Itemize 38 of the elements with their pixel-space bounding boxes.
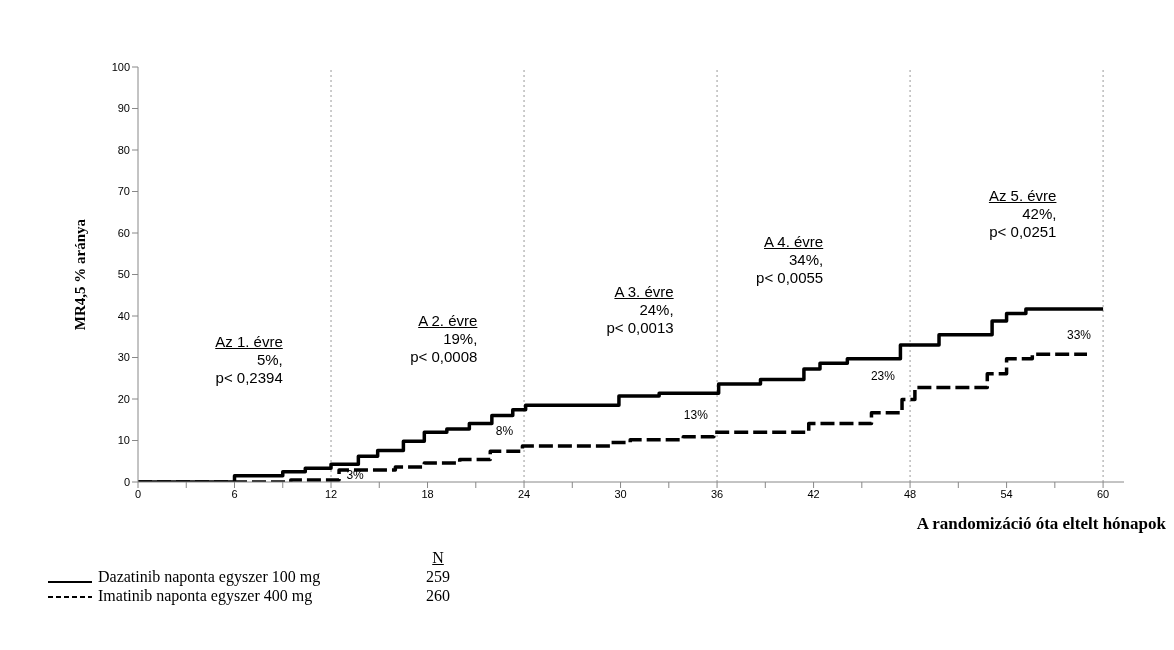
y-tick-label: 30 <box>117 351 130 364</box>
x-tick-label: 42 <box>807 487 820 500</box>
x-tick-label: 30 <box>614 487 627 500</box>
x-tick-label: 48 <box>903 487 917 500</box>
annotation: A 2. évre 19%, p< 0,0008 <box>410 311 478 365</box>
y-tick-label: 70 <box>117 185 130 198</box>
text: 259 <box>425 567 451 586</box>
y-tick-label: 0 <box>123 475 130 488</box>
annotation: 33% <box>1066 328 1092 343</box>
x-tick-label: 36 <box>710 487 724 500</box>
annotation: Az 5. évre 42%, p< 0,0251 <box>988 187 1057 241</box>
x-tick-label: 0 <box>134 487 142 500</box>
x-tick-label: 54 <box>1000 487 1013 500</box>
x-axis-title: A randomizáció óta eltelt hónapok <box>916 514 1166 534</box>
annotation: 23% <box>869 369 896 384</box>
text: N <box>431 548 445 567</box>
y-tick-label: 100 <box>111 60 130 73</box>
x-tick-label: 24 <box>517 487 531 500</box>
y-axis-title: MR4,5 % aránya <box>72 218 89 331</box>
y-tick-label: 20 <box>117 392 130 405</box>
x-tick-label: 18 <box>421 487 434 500</box>
x-tick-label: 60 <box>1096 487 1110 500</box>
x-tick-label: 6 <box>231 487 238 500</box>
annotation: A 4. évre 34%, p< 0,0055 <box>756 233 824 286</box>
y-tick-label: 50 <box>117 268 130 281</box>
y-tick-label: 40 <box>117 309 130 322</box>
annotation: 8% <box>494 423 515 438</box>
legend-label: Dazatinib naponta egyszer 100 mg <box>98 567 322 586</box>
y-tick-label: 90 <box>117 102 130 115</box>
y-tick-label: 10 <box>117 434 130 447</box>
legend-label: Imatinib naponta egyszer 400 mg <box>98 586 314 605</box>
x-tick-label: 12 <box>324 487 338 500</box>
text: 260 <box>425 586 451 605</box>
y-tick-label: 80 <box>117 143 130 156</box>
annotation: A 3. évre 24%, p< 0,0013 <box>606 282 674 336</box>
annotation: Az 1. évre 5%, p< 0,2394 <box>215 332 283 386</box>
annotation: 13% <box>682 408 709 423</box>
y-tick-label: 60 <box>117 226 130 239</box>
